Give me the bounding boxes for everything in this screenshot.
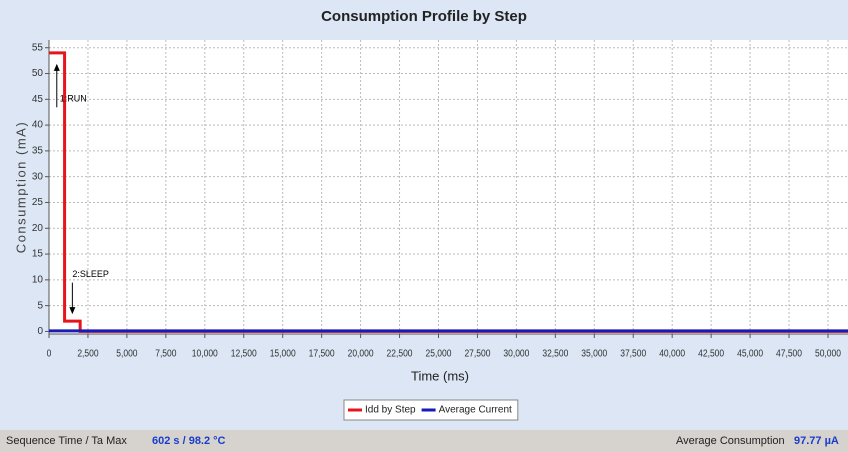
x-tick-label: 7,500: [155, 348, 176, 359]
x-axis-label: Time (ms): [411, 368, 469, 383]
x-tick-label: 0: [47, 348, 52, 359]
x-tick-label: 27,500: [464, 348, 490, 359]
x-tick-label: 45,000: [737, 348, 763, 359]
annotation: 2:SLEEP: [72, 269, 109, 279]
status-label: Average Consumption: [676, 435, 785, 447]
x-tick-label: 42,500: [698, 348, 724, 359]
annotation-arrowhead: [53, 63, 60, 71]
y-axis-label: Consumption (mA): [13, 121, 28, 253]
annotation: 1:RUN: [60, 94, 87, 104]
x-tick-label: 12,500: [231, 348, 257, 359]
y-tick-label: 10: [32, 274, 44, 285]
plot-area: [49, 40, 848, 334]
y-tick-label: 45: [32, 94, 44, 105]
y-tick-label: 0: [37, 326, 43, 337]
y-tick-label: 30: [32, 171, 44, 182]
status-value: 602 s / 98.2 °C: [152, 435, 226, 447]
x-tick-label: 32,500: [542, 348, 568, 359]
y-tick-label: 25: [32, 197, 44, 208]
y-tick-label: 5: [37, 300, 43, 311]
x-tick-label: 22,500: [387, 348, 413, 359]
y-tick-label: 55: [32, 42, 44, 53]
x-tick-label: 20,000: [348, 348, 374, 359]
y-tick-label: 40: [32, 120, 44, 131]
annotation-arrowhead: [69, 307, 76, 315]
x-tick-label: 5,000: [116, 348, 137, 359]
x-tick-label: 2,500: [77, 348, 98, 359]
x-tick-label: 47,500: [776, 348, 802, 359]
legend-label: Idd by Step: [365, 405, 416, 416]
x-tick-label: 15,000: [270, 348, 296, 359]
x-tick-label: 37,500: [620, 348, 646, 359]
x-tick-label: 35,000: [581, 348, 607, 359]
status-value: 97.77 µA: [794, 435, 839, 447]
y-tick-label: 35: [32, 146, 44, 157]
status-label: Sequence Time / Ta Max: [6, 435, 127, 447]
chart: Consumption Profile by Step Time (ms) Co…: [13, 8, 848, 421]
x-tick-label: 17,500: [309, 348, 335, 359]
x-tick-label: 50,000: [815, 348, 841, 359]
status-bar: Sequence Time / Ta Max 602 s / 98.2 °C A…: [0, 430, 848, 452]
chart-title: Consumption Profile by Step: [321, 8, 527, 25]
legend-label: Average Current: [439, 405, 512, 416]
y-tick-label: 50: [32, 68, 44, 79]
y-tick-label: 15: [32, 249, 44, 260]
x-tick-label: 40,000: [659, 348, 685, 359]
y-tick-label: 20: [32, 223, 44, 234]
x-tick-label: 10,000: [192, 348, 218, 359]
x-tick-label: 30,000: [503, 348, 529, 359]
x-tick-label: 25,000: [426, 348, 452, 359]
